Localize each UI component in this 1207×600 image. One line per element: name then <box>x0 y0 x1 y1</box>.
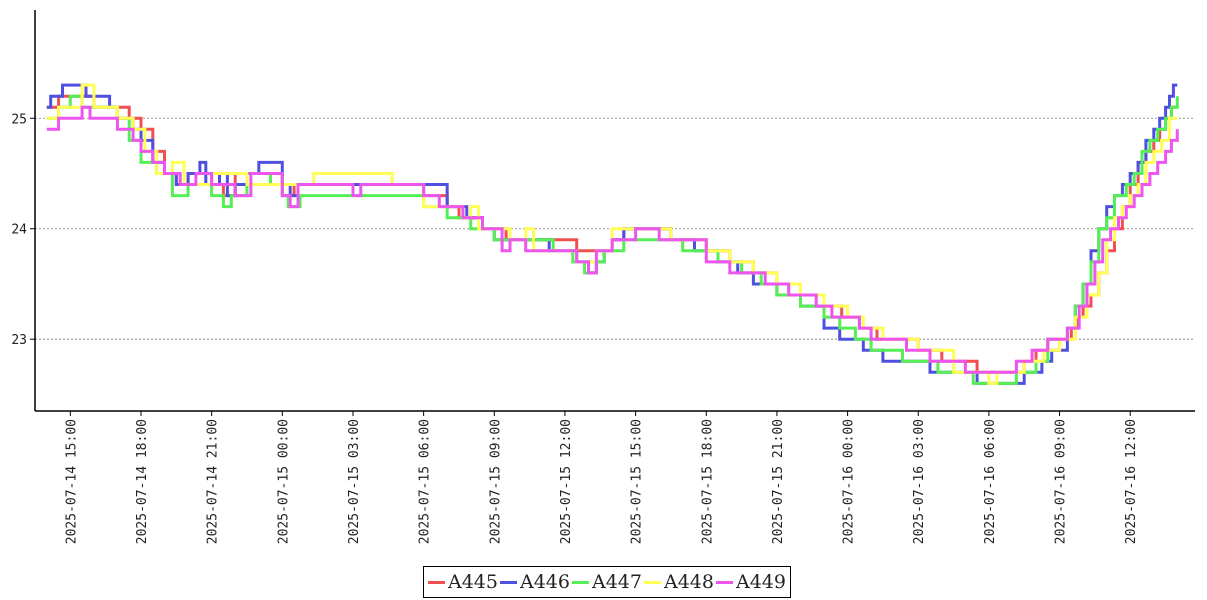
series-line-a448 <box>46 83 1178 385</box>
x-tick-label: 2025-07-16 09:00 <box>1054 419 1069 544</box>
legend-label: A448 <box>664 571 714 593</box>
legend-swatch <box>644 580 661 584</box>
x-tick-label: 2025-07-15 21:00 <box>771 419 786 544</box>
x-tick-label: 2025-07-16 12:00 <box>1124 419 1139 544</box>
x-tick-label: 2025-07-15 03:00 <box>347 419 362 544</box>
legend-label: A449 <box>736 571 786 593</box>
x-tick-label: 2025-07-16 03:00 <box>912 419 927 544</box>
y-tick-label: 24 <box>11 223 27 238</box>
legend-item-a447: A447 <box>572 571 642 593</box>
legend-item-a448: A448 <box>644 571 714 593</box>
series-line-a449 <box>46 105 1179 374</box>
y-tick-label: 25 <box>11 112 27 127</box>
x-tick-label: 2025-07-15 18:00 <box>700 419 715 544</box>
legend-swatch <box>572 580 589 584</box>
legend-item-a446: A446 <box>500 571 570 593</box>
legend-label: A447 <box>592 571 642 593</box>
x-tick-label: 2025-07-14 18:00 <box>135 419 150 544</box>
x-tick-label: 2025-07-15 06:00 <box>418 419 433 544</box>
legend-swatch <box>428 580 445 584</box>
y-axis-ticks: 23 24 25 <box>11 112 35 348</box>
legend-swatch <box>500 580 517 584</box>
x-tick-label: 2025-07-15 09:00 <box>488 419 503 544</box>
x-tick-label: 2025-07-15 00:00 <box>276 419 291 544</box>
x-tick-label: 2025-07-16 00:00 <box>842 419 857 544</box>
y-tick-label: 23 <box>11 333 27 348</box>
legend-label: A445 <box>448 571 498 593</box>
x-tick-label: 2025-07-14 21:00 <box>206 419 221 544</box>
plot-series <box>46 83 1179 385</box>
legend-swatch <box>716 580 733 584</box>
legend-label: A446 <box>520 571 570 593</box>
x-tick-label: 2025-07-15 12:00 <box>559 419 574 544</box>
legend-item-a445: A445 <box>428 571 498 593</box>
x-tick-label: 2025-07-14 15:00 <box>64 419 79 544</box>
x-axis-ticks: 2025-07-14 15:00 2025-07-14 18:00 2025-07-… <box>64 411 1139 544</box>
legend-item-a449: A449 <box>716 571 786 593</box>
x-tick-label: 2025-07-15 15:00 <box>630 419 645 544</box>
legend: A445 A446 A447 A448 A449 <box>423 566 791 598</box>
x-tick-label: 2025-07-16 06:00 <box>983 419 998 544</box>
